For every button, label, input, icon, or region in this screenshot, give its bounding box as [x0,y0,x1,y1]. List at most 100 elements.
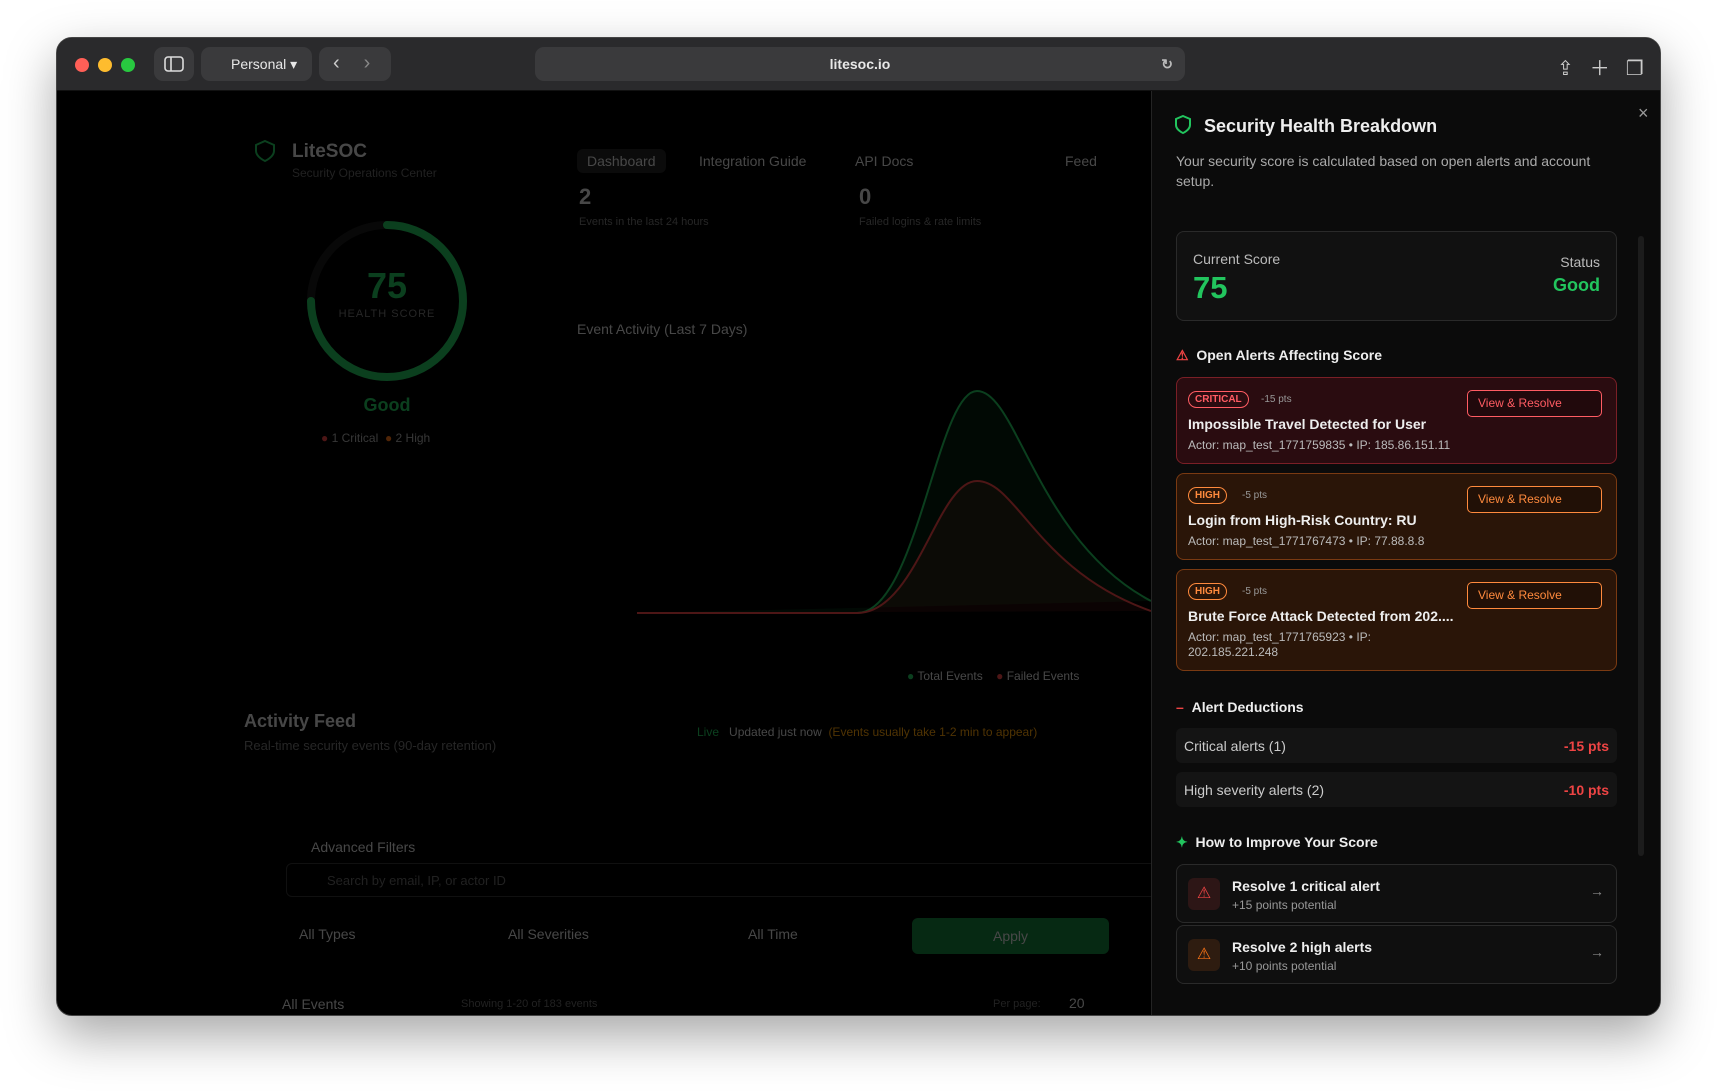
side-panel: × Security Health Breakdown Your securit… [1151,91,1660,1015]
gauge-arc [307,221,467,381]
improve-title: Resolve 2 high alerts [1232,939,1373,955]
shield-icon [1175,115,1191,135]
alert-detail: Actor: map_test_1771767473 • IP: 77.88.8… [1188,534,1425,548]
url: litesoc.io [829,56,891,72]
alert-card: CRITICAL -15 pts Impossible Travel Detecte… [1176,377,1617,464]
updated: Updated just now [729,725,822,739]
brand: LiteSOC [292,141,367,162]
view-resolve-button[interactable]: View & Resolve [1467,582,1602,609]
deductions-title: Alert Deductions [1191,699,1304,715]
stat-value: 2 [579,184,592,209]
alert-card: HIGH -5 pts Login from High-Risk Country: … [1176,473,1617,560]
gauge-track [307,221,467,381]
minimize-button[interactable] [98,58,112,72]
live: Live [697,725,720,739]
current-score: 75 [1193,270,1228,305]
score: 75 [366,265,408,306]
deduction-row: High severity alerts (2) -10 pts [1176,772,1617,807]
alert-title: Login from High-Risk Country: RU [1188,512,1417,528]
filter-select[interactable]: All Severities [508,926,589,942]
profile-button[interactable]: Personal ▾ [201,47,312,81]
deduction-label: Critical alerts (1) [1184,738,1286,754]
sidebar-toggle[interactable] [154,47,194,81]
dashboard-background: LiteSOC Security Operations Center Dashb… [57,91,1166,1015]
alert-card: HIGH -5 pts Brute Force Attack Detected fr… [1176,569,1617,671]
score-gauge [307,221,467,381]
improve-subtitle: +15 points potential [1232,898,1337,912]
legend-item: Total Events [917,669,983,683]
feed-subtitle: Real-time security events (90-day retent… [244,738,497,753]
stat-value: 0 [859,184,872,209]
alert-detail: Actor: map_test_1771759835 • IP: 185.86.… [1188,438,1451,452]
severity-badge: CRITICAL [1188,391,1249,408]
view-resolve-button[interactable]: View & Resolve [1467,390,1602,417]
score-legend: ● 1 Critical ● 2 High [321,431,431,445]
deduction-value: -15 pts [1563,738,1609,754]
alert-points: -15 pts [1261,394,1292,405]
alerts-title: Open Alerts Affecting Score [1196,347,1383,363]
alert-points: -5 pts [1242,490,1268,501]
improve-card[interactable]: ⚠ Resolve 1 critical alert +15 points pote… [1176,864,1617,923]
events-title: All Events [282,996,345,1012]
live-status: Live Updated just now (Events usually ta… [697,725,1037,739]
panel-title: Security Health Breakdown [1204,116,1438,136]
close-panel[interactable]: × [1638,103,1649,123]
per-page: 20 [1069,995,1085,1011]
filter-select[interactable]: All Time [748,926,798,942]
alert-detail: Actor: map_test_1771765923 • IP: 202.185… [1188,630,1371,659]
close-button[interactable] [75,58,89,72]
alerts-heading: ⚠ Open Alerts Affecting Score [1176,347,1383,363]
activity-chart [637,389,1151,614]
improve-heading: ✦ How to Improve Your Score [1176,834,1378,850]
severity-badge: HIGH [1188,487,1227,504]
status: Good [1553,275,1600,295]
arrow: → [1590,944,1604,960]
alert-points: -5 pts [1242,586,1268,597]
improve-title: How to Improve Your Score [1195,834,1378,850]
stat-label: Events in the last 24 hours [579,216,709,228]
nav-buttons[interactable]: ‹ › [319,47,391,81]
scrollbar[interactable] [1638,236,1644,856]
brand-icon [255,139,275,163]
status: Good [363,395,411,415]
tagline: Security Operations Center [292,166,437,180]
severity-badge: HIGH [1188,583,1227,600]
chart-legend: ● Total Events ● Failed Events [907,669,1080,683]
address-bar[interactable]: litesoc.io ↻ [535,47,1185,81]
filters-title: Advanced Filters [311,839,416,855]
deductions-heading: – Alert Deductions [1176,699,1304,715]
browser-toolbar: Personal ▾ ‹ › litesoc.io ↻ ⇪＋❐ [57,38,1660,91]
apply-button[interactable]: Apply [912,918,1109,954]
arrow: → [1590,883,1604,899]
legend-item: 1 Critical [331,431,379,445]
legend-item: Failed Events [1006,669,1080,683]
chart-title: Event Activity (Last 7 Days) [577,321,748,337]
nav-item[interactable]: Integration Guide [699,153,807,169]
status-label: Status [1560,254,1600,270]
score-card: Current Score 75 Status Good [1176,231,1617,321]
view-resolve-button[interactable]: View & Resolve [1467,486,1602,513]
search-input[interactable]: Search by email, IP, or actor ID [286,863,1166,897]
profile-name: Personal [231,56,287,72]
sidebar-icon [164,56,184,72]
zoom-button[interactable] [121,58,135,72]
alert-title: Brute Force Attack Detected from 202.... [1188,608,1454,624]
current-score-label: Current Score [1193,251,1281,267]
nav-item[interactable]: API Docs [855,153,914,169]
filter-select[interactable]: All Types [299,926,356,942]
improve-title: Resolve 1 critical alert [1232,878,1380,894]
deduction-row: Critical alerts (1) -15 pts [1176,728,1617,763]
alert-title: Impossible Travel Detected for User [1188,416,1427,432]
deduction-label: High severity alerts (2) [1184,782,1325,798]
improve-icon: ⚠ [1188,939,1220,971]
note: (Events usually take 1-2 min to appear) [828,725,1038,739]
panel-description: Your security score is calculated based … [1176,153,1591,189]
improve-card[interactable]: ⚠ Resolve 2 high alerts +10 points potenti… [1176,925,1617,984]
nav-item[interactable]: Dashboard [577,149,666,173]
nav-item[interactable]: Feed [1065,153,1097,169]
window-actions[interactable]: ⇪＋❐ [1557,58,1660,80]
showing: Showing 1-20 of 183 events [461,998,598,1010]
legend-item: 2 High [395,431,431,445]
browser-window: Personal ▾ ‹ › litesoc.io ↻ ⇪＋❐ LiteSOC Se… [56,37,1661,1016]
